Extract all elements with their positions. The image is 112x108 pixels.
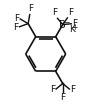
Text: −: − [62,18,69,27]
Text: F: F [28,4,33,14]
Text: F: F [51,8,56,17]
Text: F: F [13,23,18,32]
Text: F: F [70,85,75,94]
Text: F: F [49,85,55,94]
Text: F: F [67,8,72,17]
Text: +: + [71,23,77,32]
Text: F: F [72,19,77,28]
Text: F: F [60,93,65,102]
Text: K: K [68,25,74,34]
Text: B: B [59,20,66,29]
Text: F: F [14,14,19,23]
